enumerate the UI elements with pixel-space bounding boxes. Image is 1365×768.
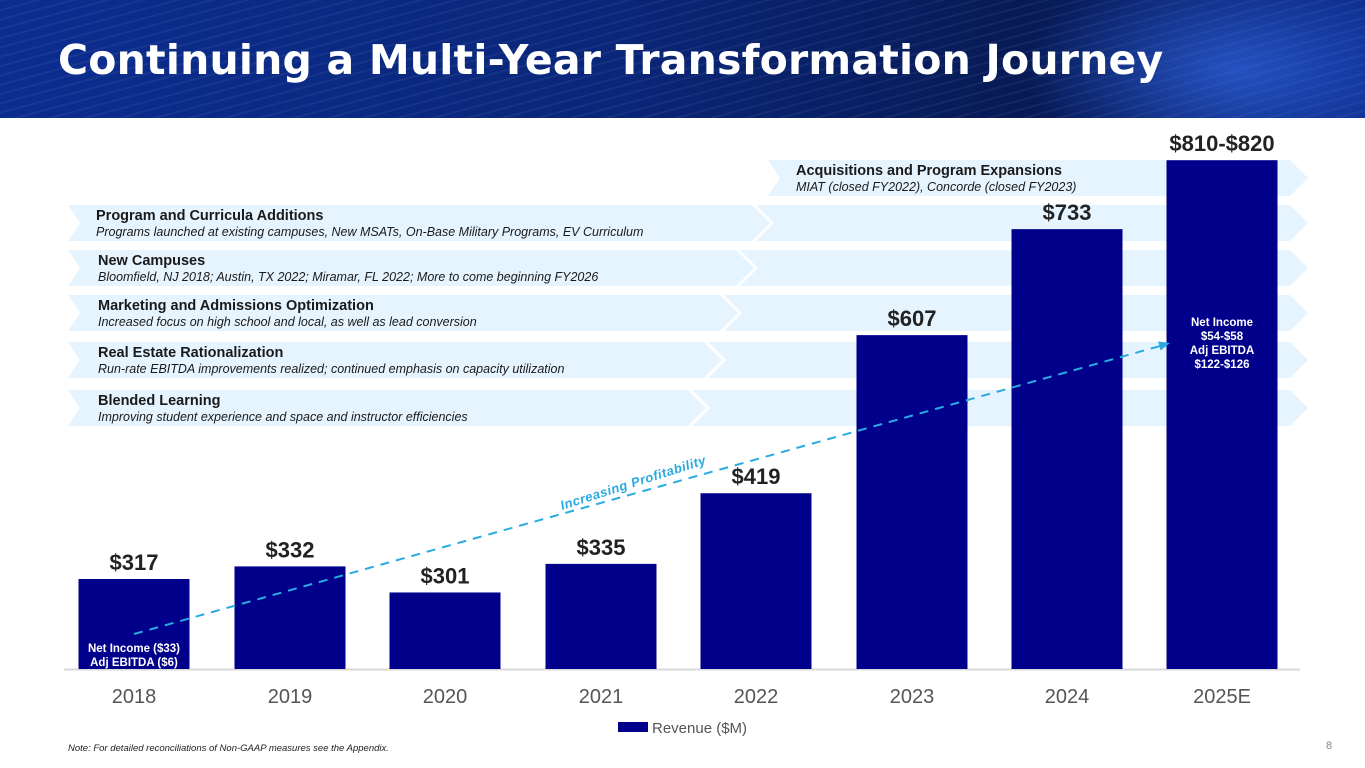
category-label: 2022: [734, 686, 779, 708]
bar: [700, 493, 812, 669]
band-segment: [768, 160, 1183, 196]
band-subtitle: Increased focus on high school and local…: [98, 315, 477, 329]
data-label: $335: [577, 535, 626, 560]
category-label: 2019: [268, 686, 313, 708]
profit-annotation: $54-$58: [1201, 331, 1244, 343]
profit-annotation: Net Income: [1191, 317, 1253, 329]
trend-arrowhead: [1158, 341, 1170, 351]
trend-label: Increasing Profitability: [558, 452, 708, 513]
header-banner: Continuing a Multi-Year Transformation J…: [0, 0, 1365, 118]
data-label: $317: [110, 550, 159, 575]
page-title: Continuing a Multi-Year Transformation J…: [58, 36, 1164, 84]
band-title: New Campuses: [98, 253, 205, 269]
category-label: 2018: [112, 686, 157, 708]
band-subtitle: Programs launched at existing campuses, …: [96, 225, 643, 239]
category-label: 2020: [423, 686, 468, 708]
data-label: $733: [1043, 200, 1092, 225]
legend-label: Revenue ($M): [652, 720, 747, 737]
legend-swatch: [618, 722, 648, 732]
net-income-annotation: Net Income ($33): [88, 643, 180, 655]
footnote: Note: For detailed reconciliations of No…: [68, 743, 389, 754]
band-segment: [68, 295, 738, 331]
bar: [234, 566, 346, 669]
category-label: 2023: [890, 686, 935, 708]
band-title: Real Estate Rationalization: [98, 345, 283, 361]
profit-annotation: Adj EBITDA: [1190, 345, 1255, 357]
band-title: Blended Learning: [98, 393, 220, 409]
band-segment: [68, 390, 706, 426]
category-label: 2024: [1045, 686, 1090, 708]
bar: [1011, 229, 1123, 669]
page-number: 8: [1326, 740, 1333, 752]
data-label: $607: [888, 306, 937, 331]
category-label: 2025E: [1193, 686, 1251, 708]
band-segment: [68, 250, 754, 286]
band-segment: [68, 342, 722, 378]
band-title: Program and Curricula Additions: [96, 208, 323, 224]
header-glow: [1025, 0, 1365, 118]
band-segment: [68, 205, 770, 241]
bar: [856, 335, 968, 669]
data-label: $301: [421, 563, 470, 588]
band-subtitle: Run-rate EBITDA improvements realized; c…: [98, 362, 564, 376]
category-label: 2021: [579, 686, 624, 708]
net-income-annotation: Adj EBITDA ($6): [90, 657, 178, 669]
band-arrow: [692, 390, 1308, 426]
bar: [389, 592, 501, 669]
data-label: $419: [732, 464, 781, 489]
band-subtitle: MIAT (closed FY2022), Concorde (closed F…: [796, 180, 1076, 194]
data-label: $810-$820: [1169, 131, 1274, 156]
band-title: Marketing and Admissions Optimization: [98, 298, 374, 314]
bar: [1166, 160, 1278, 669]
trend-line: [133, 345, 1161, 635]
data-label: $332: [266, 537, 315, 562]
band-title: Acquisitions and Program Expansions: [796, 163, 1062, 179]
band-subtitle: Improving student experience and space a…: [98, 410, 468, 424]
profit-annotation: $122-$126: [1195, 359, 1250, 371]
bar: [545, 563, 657, 669]
band-subtitle: Bloomfield, NJ 2018; Austin, TX 2022; Mi…: [98, 270, 598, 284]
